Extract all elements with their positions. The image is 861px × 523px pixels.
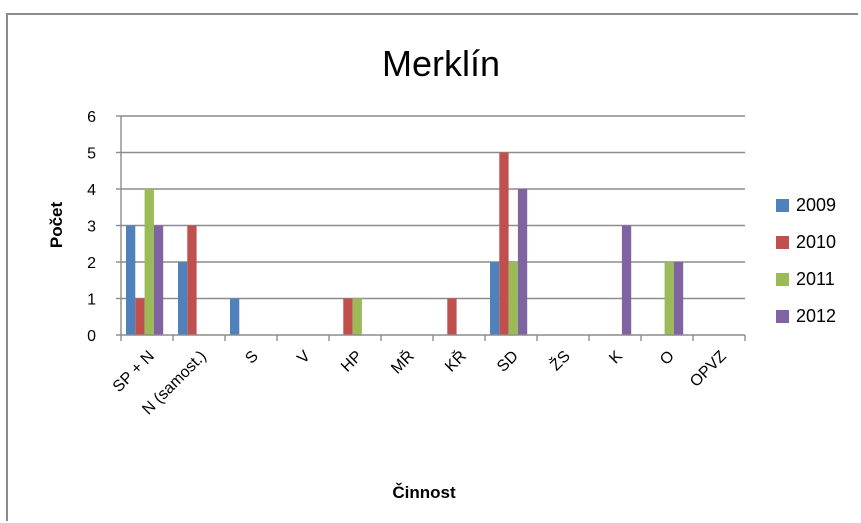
- legend-swatch-2010: [776, 236, 789, 249]
- bar-2012-0: [153, 225, 164, 335]
- gridlines: [121, 115, 745, 300]
- x-tick-label: O: [657, 348, 678, 369]
- legend-swatch-2009: [776, 199, 789, 212]
- x-tick-label: OPVZ: [687, 348, 730, 391]
- bar-2010-6: [447, 298, 457, 335]
- bar-2012-7: [517, 189, 528, 335]
- x-tick-label: ŽS: [546, 346, 574, 374]
- y-tick-label: 5: [87, 146, 96, 163]
- bar-2011-7: [508, 262, 518, 335]
- legend: 2009 2010 2011 2012: [776, 195, 836, 326]
- bar-2010-7: [499, 152, 509, 335]
- x-tick-label: SP + N: [110, 348, 158, 396]
- bar-2009-2: [230, 298, 240, 335]
- x-tick-label: MŘ: [387, 346, 418, 377]
- x-tick-label: HP: [338, 348, 366, 376]
- y-tick-label: 4: [87, 182, 96, 199]
- bar-2010-0: [135, 298, 145, 335]
- bar-2009-1: [178, 262, 188, 335]
- bar-2012-10: [673, 262, 684, 335]
- legend-label-2012: 2012: [796, 306, 836, 326]
- x-tick-label: V: [294, 348, 314, 368]
- x-axis-label: Činnost: [392, 483, 456, 502]
- bars: [126, 152, 684, 335]
- bar-2011-4: [352, 298, 362, 335]
- y-axis-label: Počet: [47, 202, 66, 249]
- legend-swatch-2011: [776, 273, 789, 286]
- bar-2010-4: [343, 298, 353, 335]
- legend-swatch-2012: [776, 310, 789, 323]
- bar-2010-1: [187, 225, 197, 335]
- x-tick-label: SD: [494, 348, 522, 376]
- bar-2011-0: [144, 189, 154, 335]
- y-tick-labels: 0 1 2 3 4 5 6: [87, 109, 96, 345]
- bar-2012-9: [621, 225, 632, 335]
- x-tick-label: S: [242, 348, 262, 368]
- legend-label-2009: 2009: [796, 195, 836, 215]
- x-tick-labels: SP + NN (samost.) S V HP MŘ KŘ SD ŽS K O OPVZ: [110, 346, 730, 418]
- y-tick-label: 6: [87, 109, 96, 126]
- bar-2011-10: [664, 262, 674, 335]
- y-tick-label: 0: [87, 328, 96, 345]
- legend-label-2011: 2011: [796, 269, 835, 289]
- legend-label-2010: 2010: [796, 232, 836, 252]
- y-tick-label: 2: [87, 255, 96, 272]
- x-tick-label: KŘ: [441, 346, 470, 375]
- axes: [116, 115, 746, 341]
- bar-2009-0: [126, 225, 136, 335]
- x-tick-label: K: [606, 348, 626, 368]
- y-tick-label: 3: [87, 219, 96, 236]
- chart-title: Merklín: [382, 43, 500, 84]
- y-tick-label: 1: [87, 292, 96, 309]
- bar-2009-7: [490, 262, 500, 335]
